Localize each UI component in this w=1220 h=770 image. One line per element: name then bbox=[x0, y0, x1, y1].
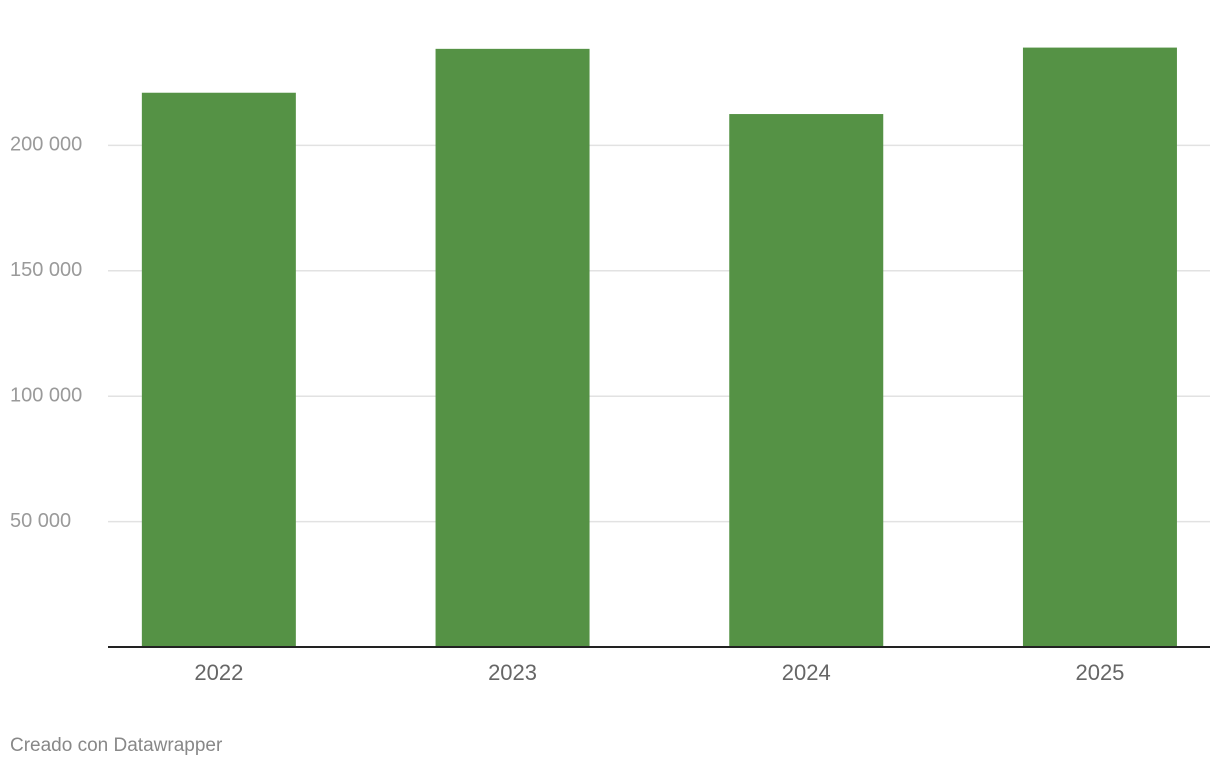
y-tick-label: 200 000 bbox=[10, 134, 82, 156]
y-tick-label: 100 000 bbox=[10, 384, 82, 406]
bar bbox=[729, 114, 884, 648]
footer: Creado con Datawrapper bbox=[10, 735, 223, 756]
x-tick-label: 2023 bbox=[488, 660, 537, 685]
y-tick-label: 150 000 bbox=[10, 259, 82, 281]
y-tick-label: 50 000 bbox=[10, 510, 71, 532]
bar bbox=[435, 48, 590, 648]
bar bbox=[1022, 47, 1177, 647]
x-tick-label: 2022 bbox=[194, 660, 243, 685]
x-tick-label: 2025 bbox=[1075, 660, 1124, 685]
x-tick-label: 2024 bbox=[782, 660, 831, 685]
bar bbox=[141, 92, 296, 648]
